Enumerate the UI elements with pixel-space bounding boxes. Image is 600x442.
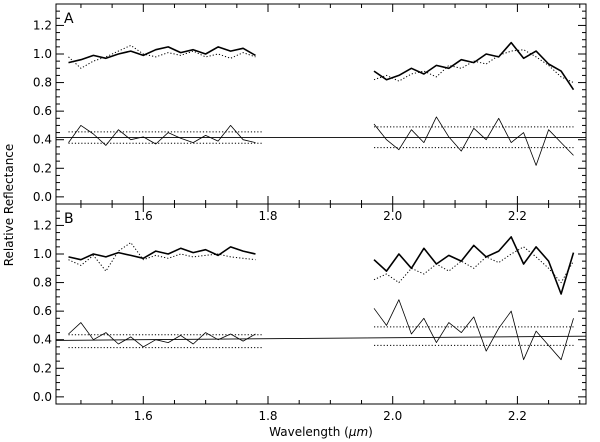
panel-b-xtick-label: 2.2 [508, 409, 527, 423]
panel-b-plot [55, 236, 587, 361]
panel-b-ytick-label: 1.0 [33, 247, 52, 261]
panel-b-thin-solid-spectrum-2 [373, 299, 574, 361]
panel-b-dotted-spectrum-1 [68, 242, 256, 272]
panel-a-xtick-label: 1.6 [134, 209, 153, 223]
panel-a-letter: A [64, 11, 74, 27]
x-axis-label-suffix: ) [368, 425, 373, 439]
x-axis-label-prefix: Wavelength ( [269, 425, 349, 439]
panel-a-thin-solid-spectrum-2 [373, 116, 574, 166]
panel-b-ytick-label: 0.8 [33, 276, 52, 290]
panel-b-dotted-spectrum-2 [373, 246, 574, 284]
panel-a-frame [55, 3, 587, 205]
panel-a-dotted-spectrum-1 [68, 44, 256, 69]
panel-b-ytick-label: 0.6 [33, 304, 52, 318]
panel-a-ytick-label: 0.6 [33, 104, 52, 118]
panel-b-fit-line [55, 335, 587, 341]
panel-b-xtick-label: 1.8 [258, 409, 277, 423]
panel-b-frame [55, 203, 587, 405]
panel-b-thick-solid-spectrum-2 [373, 236, 575, 295]
panel-b-ytick-label: 0.4 [33, 333, 52, 347]
x-axis-label-unit: μm [348, 425, 368, 439]
panel-a-ytick-label: 0.2 [33, 161, 52, 175]
panel-a-thin-solid-spectrum-1 [68, 125, 256, 146]
panel-b-ytick-label: 1.2 [33, 218, 52, 232]
panel-b-ytick-label: 0.0 [33, 390, 52, 404]
panel-a-ytick-label: 0.0 [33, 190, 52, 204]
axis-ticks: 0.0 0.2 0.4 0.6 0.8 1.0 1.2 1.6 1.8 2.0 2.2 0.0 0.2 0… [33, 4, 586, 423]
panel-a-dotted-spectrum-2 [373, 49, 574, 84]
y-axis-label: Relative Reflectance [2, 144, 16, 267]
panel-b-xtick-label: 2.0 [383, 409, 402, 423]
panel-a-xtick-label: 2.0 [383, 209, 402, 223]
panel-a-plot [56, 41, 586, 166]
panel-b-letter: B [64, 211, 74, 227]
panel-b-thick-solid-spectrum-1 [68, 246, 256, 261]
panel-a-ytick-label: 0.8 [33, 76, 52, 90]
panel-b-xtick-label: 1.6 [134, 409, 153, 423]
panel-b-ytick-label: 0.2 [33, 361, 52, 375]
panel-a-ytick-label: 1.2 [33, 18, 52, 32]
panel-a-ytick-label: 0.4 [33, 133, 52, 147]
panel-a-thick-solid-spectrum-2 [373, 41, 575, 91]
panel-b-thin-solid-spectrum-1 [68, 322, 256, 348]
panel-a-xtick-label: 2.2 [508, 209, 527, 223]
panel-a-ytick-label: 1.0 [33, 47, 52, 61]
panel-a-xtick-label: 1.8 [258, 209, 277, 223]
x-axis-label: Wavelength (μm) [269, 425, 373, 439]
panel-a-thick-solid-spectrum-1 [68, 46, 256, 64]
